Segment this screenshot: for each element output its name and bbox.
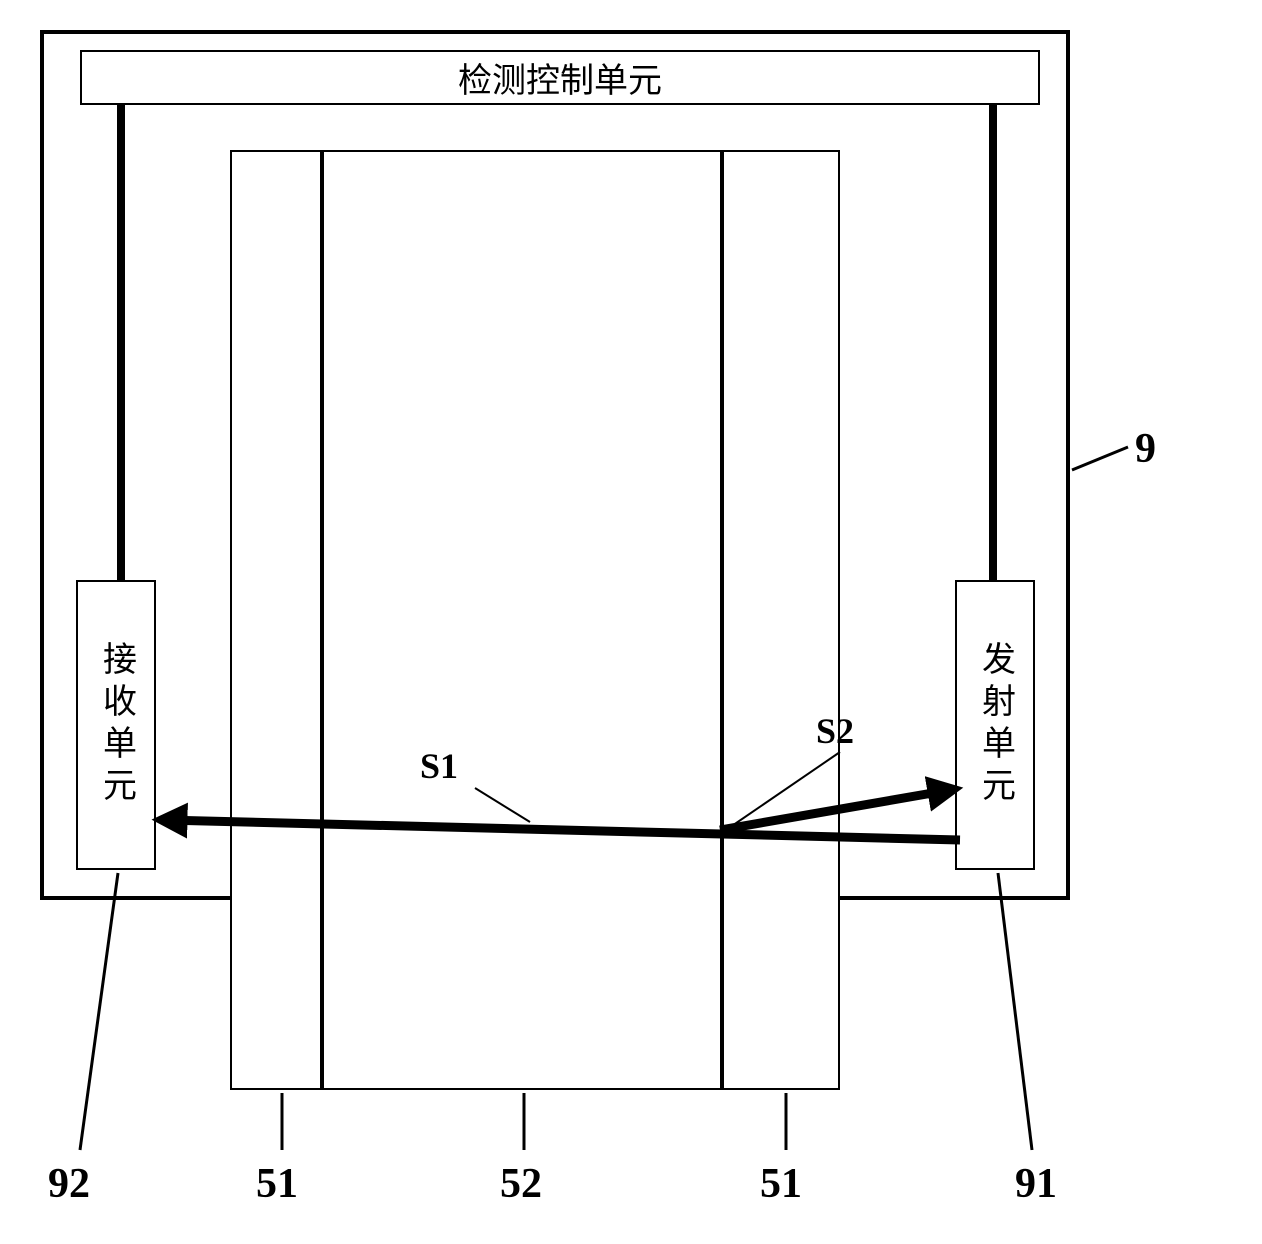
ref-52: 52 xyxy=(500,1160,542,1208)
ref-92-leader xyxy=(80,873,118,1150)
signal-arrows xyxy=(0,0,1262,1244)
s1-label: S1 xyxy=(420,745,458,787)
ref-9: 9 xyxy=(1135,425,1156,473)
ref-91: 91 xyxy=(1015,1160,1057,1208)
s1-leader-line xyxy=(475,788,530,822)
s1-arrow xyxy=(165,820,960,840)
ref-51a: 51 xyxy=(256,1160,298,1208)
s2-label: S2 xyxy=(816,710,854,752)
ref-51b: 51 xyxy=(760,1160,802,1208)
ref-91-leader xyxy=(998,873,1032,1150)
ref-9-leader xyxy=(1072,447,1128,470)
ref-92: 92 xyxy=(48,1160,90,1208)
